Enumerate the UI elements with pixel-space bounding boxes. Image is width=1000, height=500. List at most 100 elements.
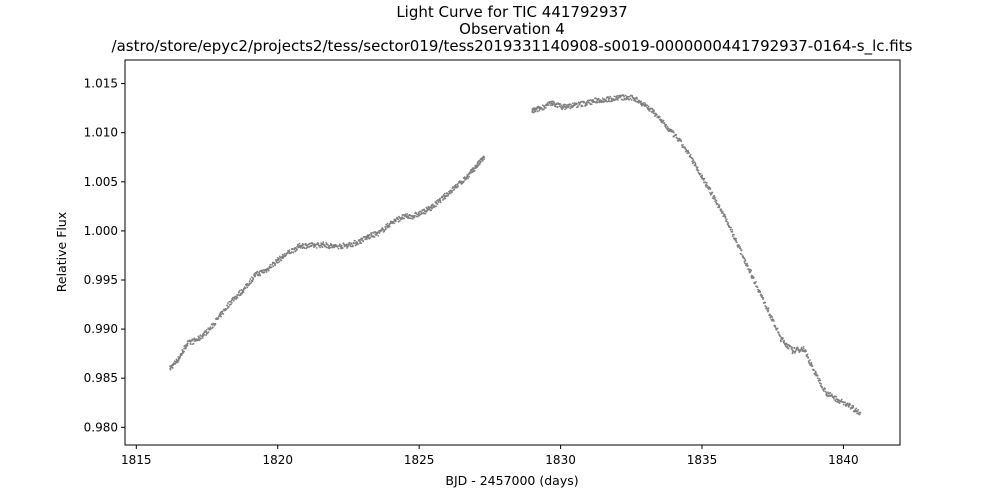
data-point — [354, 239, 356, 242]
data-point — [605, 99, 607, 101]
data-point — [569, 103, 572, 106]
x-axis-label: BJD - 2457000 (days) — [445, 473, 578, 488]
data-point — [302, 243, 305, 246]
data-point — [596, 99, 599, 102]
data-point — [456, 182, 459, 185]
data-point — [275, 260, 278, 263]
data-point — [730, 226, 732, 229]
data-point — [765, 306, 768, 308]
data-point — [576, 102, 578, 105]
data-point — [554, 105, 557, 108]
data-point — [693, 161, 696, 164]
data-point — [817, 379, 820, 382]
data-point — [248, 280, 251, 283]
data-point — [265, 270, 268, 273]
chart-title: Light Curve for TIC 441792937 — [396, 3, 627, 21]
data-point — [723, 215, 726, 218]
data-point — [476, 166, 479, 168]
data-point — [420, 211, 423, 214]
data-point — [799, 349, 802, 352]
data-point — [810, 363, 813, 366]
data-point — [230, 301, 233, 304]
data-point — [840, 398, 843, 401]
data-point — [425, 210, 428, 213]
data-point — [771, 316, 774, 318]
data-point — [795, 348, 798, 351]
data-point — [352, 245, 354, 248]
data-point — [173, 360, 176, 363]
data-point — [767, 310, 769, 313]
data-point — [432, 205, 435, 208]
data-point — [201, 335, 204, 338]
data-point — [750, 269, 753, 272]
data-point — [779, 335, 782, 338]
data-point — [315, 246, 318, 249]
data-point — [386, 222, 389, 225]
data-point — [325, 243, 328, 246]
data-point — [725, 218, 728, 221]
data-point — [384, 228, 387, 231]
data-point — [412, 215, 415, 218]
data-point — [791, 346, 793, 349]
data-point — [353, 242, 355, 245]
data-point — [564, 108, 566, 111]
data-point — [435, 205, 437, 208]
data-point — [601, 97, 604, 100]
data-point — [402, 214, 405, 216]
data-point — [357, 243, 359, 246]
data-point — [716, 202, 719, 205]
data-point — [436, 203, 439, 205]
data-point — [619, 96, 621, 99]
data-point — [694, 164, 697, 167]
data-point — [453, 188, 456, 191]
data-point — [269, 263, 272, 266]
data-point — [767, 309, 770, 311]
data-point — [296, 248, 299, 251]
data-point — [214, 323, 217, 325]
data-point — [835, 395, 838, 398]
data-point — [802, 345, 805, 348]
data-point — [364, 238, 367, 241]
data-point — [806, 355, 808, 357]
data-point — [647, 107, 650, 110]
data-point — [274, 262, 276, 265]
data-point — [852, 404, 855, 407]
data-point — [211, 323, 214, 326]
data-point — [678, 139, 681, 142]
data-point — [384, 226, 387, 229]
data-point — [209, 326, 212, 328]
y-tick-label: 0.995 — [84, 273, 118, 287]
data-point — [341, 247, 344, 250]
data-point — [711, 191, 714, 194]
data-point — [538, 109, 541, 112]
data-point — [360, 242, 363, 244]
data-point — [413, 216, 416, 219]
data-point — [609, 95, 612, 98]
data-point — [226, 304, 229, 307]
data-point — [380, 229, 383, 232]
data-point — [583, 101, 586, 103]
data-point — [544, 107, 547, 109]
data-point — [443, 195, 446, 198]
data-point — [278, 257, 280, 260]
data-point — [377, 235, 380, 237]
data-point — [577, 101, 580, 104]
data-point — [534, 110, 537, 113]
data-point — [382, 228, 384, 231]
data-point — [757, 288, 760, 291]
x-tick-label: 1825 — [404, 453, 435, 467]
data-point — [792, 350, 795, 353]
data-point — [242, 288, 245, 291]
data-point — [303, 247, 306, 250]
data-point — [202, 334, 205, 337]
data-point — [423, 210, 426, 213]
data-point — [756, 286, 759, 289]
data-point — [824, 388, 826, 390]
data-point — [633, 97, 636, 100]
data-point — [480, 160, 482, 163]
data-point — [285, 254, 287, 257]
data-point — [783, 339, 786, 342]
data-point — [200, 337, 202, 340]
data-point — [411, 214, 413, 217]
data-point — [271, 263, 274, 266]
